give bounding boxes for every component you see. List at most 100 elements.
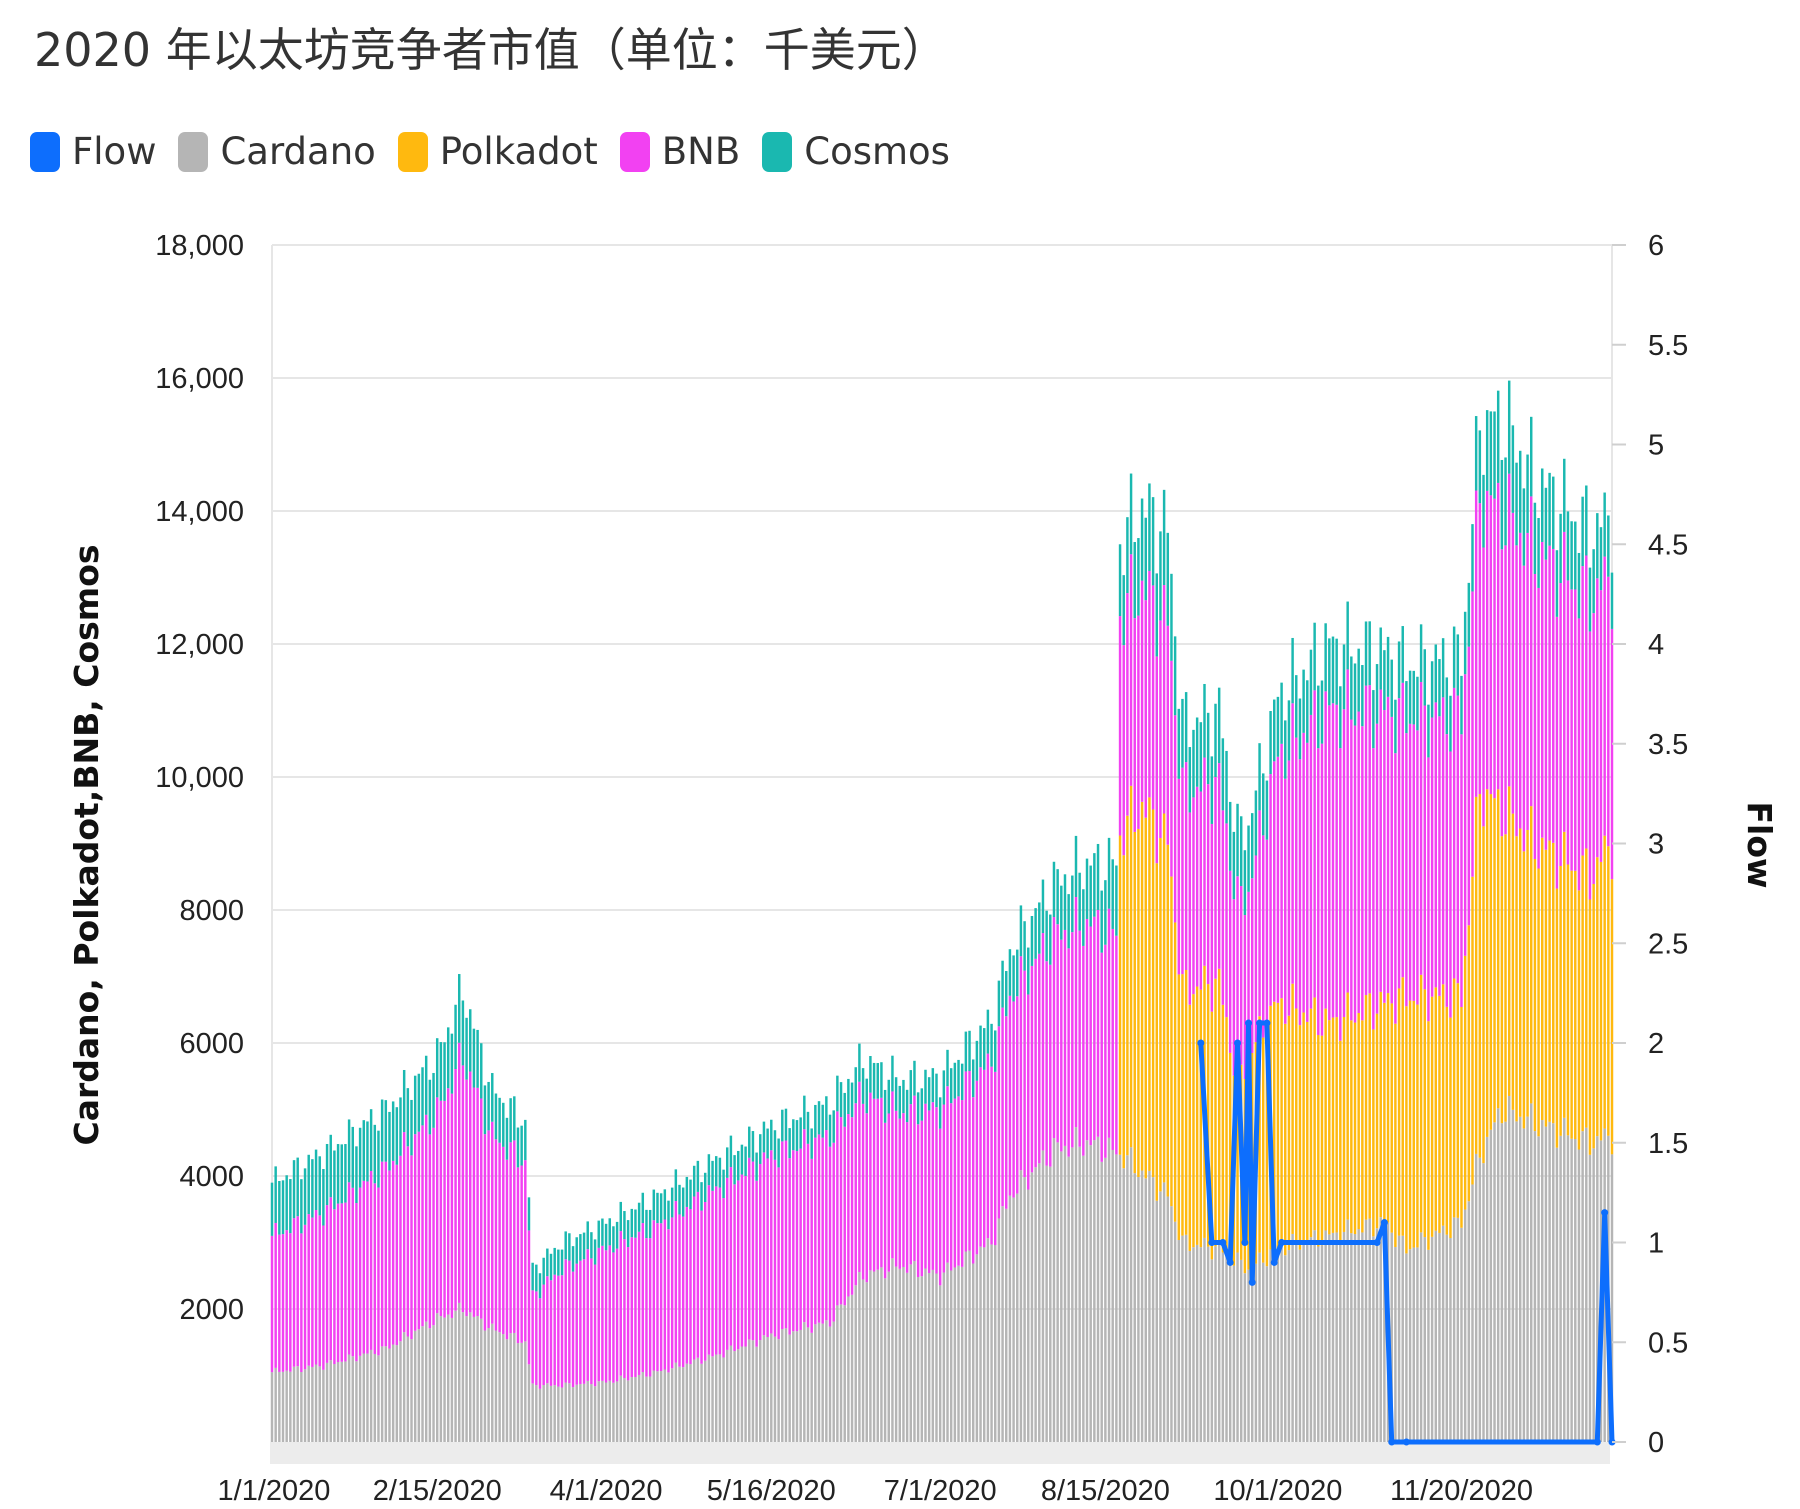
bar-cosmos	[689, 1179, 692, 1210]
legend-item-cardano[interactable]: Cardano	[178, 130, 376, 173]
y-tick-left: 12,000	[155, 629, 244, 661]
bar-bnb	[509, 1142, 512, 1334]
bar-cosmos	[1049, 914, 1052, 965]
bar-cosmos	[1269, 711, 1272, 775]
stacked-bars	[270, 380, 1614, 1442]
bar-cosmos	[369, 1109, 373, 1171]
legend-item-bnb[interactable]: BNB	[619, 130, 740, 173]
bar-polkadot	[1273, 1001, 1276, 1249]
bar-bnb	[1346, 669, 1349, 993]
bar-cardano	[975, 1254, 979, 1442]
bar-bnb	[1383, 710, 1386, 1003]
bar-bnb	[1133, 618, 1136, 832]
bar-cardano	[476, 1315, 479, 1442]
bar-cosmos	[1386, 636, 1390, 697]
bar-cosmos	[1324, 623, 1327, 692]
bar-bnb	[388, 1170, 391, 1349]
flow-point	[1388, 1438, 1396, 1446]
bar-bnb	[553, 1274, 556, 1386]
bar-cardano	[905, 1272, 909, 1442]
bar-cardano	[1181, 1235, 1184, 1442]
bar-bnb	[1511, 512, 1515, 814]
bar-cosmos	[1019, 905, 1023, 957]
bar-bnb	[1342, 709, 1346, 1018]
bar-cardano	[1236, 1252, 1239, 1442]
bar-cardano	[311, 1366, 314, 1442]
bar-cardano	[1364, 1219, 1368, 1442]
bar-cardano	[960, 1266, 964, 1442]
bar-cardano	[755, 1346, 758, 1442]
bar-bnb	[1507, 473, 1511, 787]
bar-bnb	[755, 1180, 758, 1347]
bar-cosmos	[1115, 865, 1118, 936]
bar-bnb	[850, 1117, 854, 1295]
bar-bnb	[384, 1161, 388, 1347]
bar-cosmos	[388, 1111, 391, 1171]
bar-bnb	[1195, 786, 1199, 987]
bar-bnb	[1563, 531, 1566, 832]
bar-cosmos	[994, 1030, 997, 1072]
x-tick: 7/1/2020	[884, 1475, 997, 1507]
bar-bnb	[300, 1233, 303, 1373]
y-tick-right: 0.5	[1648, 1327, 1688, 1359]
bar-cardano	[366, 1353, 369, 1442]
bar-polkadot	[1511, 813, 1515, 1110]
bar-cosmos	[289, 1179, 292, 1234]
bar-cosmos	[982, 1028, 986, 1070]
bar-cardano	[994, 1245, 997, 1442]
bar-polkadot	[1122, 855, 1125, 1169]
bar-cardano	[1596, 1136, 1599, 1442]
bar-bnb	[1192, 797, 1195, 995]
legend-item-flow[interactable]: Flow	[30, 130, 156, 173]
bar-cosmos	[799, 1117, 802, 1149]
y-tick-left: 2000	[179, 1294, 244, 1326]
bar-bnb	[391, 1160, 395, 1345]
bar-cardano	[1162, 1182, 1166, 1442]
bar-polkadot	[1199, 989, 1203, 1248]
legend-item-cosmos[interactable]: Cosmos	[762, 130, 950, 173]
bar-bnb	[615, 1248, 619, 1382]
bar-cardano	[784, 1328, 788, 1442]
bar-bnb	[1306, 742, 1309, 1022]
bar-polkadot	[1368, 993, 1371, 1219]
bar-polkadot	[1478, 794, 1482, 1158]
bar-cosmos	[1056, 869, 1059, 925]
bar-bnb	[358, 1187, 362, 1356]
bar-bnb	[994, 1071, 997, 1246]
bar-polkadot	[1530, 806, 1533, 1104]
bar-cosmos	[773, 1130, 777, 1160]
bar-cardano	[524, 1341, 527, 1442]
bar-cosmos	[1144, 517, 1147, 601]
bar-cardano	[531, 1383, 534, 1442]
bar-cardano	[322, 1369, 325, 1442]
bar-cardano	[590, 1384, 593, 1442]
x-axis-ticks: 1/1/2020 2/15/2020 4/1/2020 5/16/2020 7/1/20…	[218, 1475, 1533, 1507]
bar-cosmos	[1482, 474, 1485, 548]
bar-cardano	[296, 1366, 299, 1442]
legend-item-polkadot[interactable]: Polkadot	[397, 130, 598, 173]
bar-cosmos	[1452, 626, 1456, 688]
bar-cosmos	[1467, 582, 1471, 647]
bar-cosmos	[696, 1160, 700, 1192]
bar-cosmos	[748, 1126, 751, 1158]
bar-cardano	[1588, 1154, 1592, 1442]
bar-bnb	[399, 1155, 402, 1342]
bar-bnb	[524, 1160, 527, 1342]
bar-bnb	[1430, 717, 1434, 997]
bar-cardano	[1034, 1167, 1037, 1442]
bar-cardano	[667, 1372, 670, 1442]
bar-polkadot	[1353, 1022, 1357, 1235]
bar-cosmos	[832, 1110, 835, 1143]
bar-cosmos	[1368, 621, 1371, 686]
bar-cardano	[1166, 1196, 1170, 1442]
bar-cardano	[707, 1354, 711, 1442]
bar-bnb	[1482, 547, 1485, 827]
bar-cosmos	[953, 1062, 957, 1099]
bar-bnb	[1258, 810, 1261, 1017]
bar-cosmos	[1298, 698, 1302, 760]
bar-bnb	[692, 1196, 696, 1360]
bar-cosmos	[652, 1189, 656, 1221]
bar-cosmos	[402, 1069, 406, 1133]
bar-polkadot	[1148, 797, 1151, 1171]
bar-cardano	[737, 1349, 740, 1442]
